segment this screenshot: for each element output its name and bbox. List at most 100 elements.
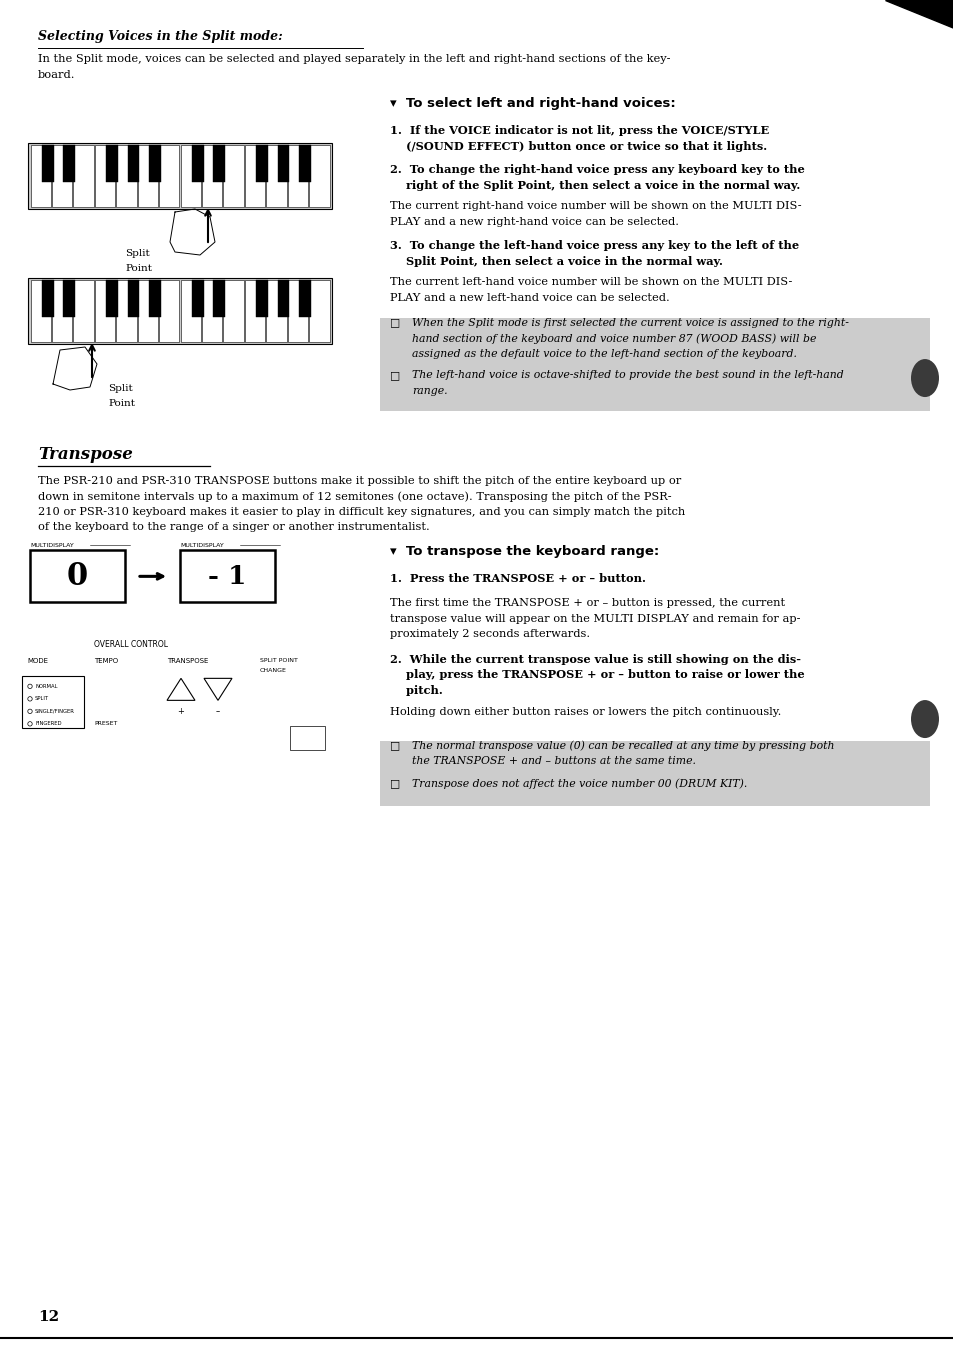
Text: The current left-hand voice number will be shown on the MULTI DIS-: The current left-hand voice number will …: [390, 277, 792, 288]
Text: TRANSPOSE: TRANSPOSE: [167, 658, 208, 665]
Text: □: □: [390, 317, 400, 327]
Bar: [116, 280, 136, 342]
Text: board.: board.: [38, 69, 75, 80]
Text: 12: 12: [38, 1310, 59, 1324]
Text: In the Split mode, voices can be selected and played separately in the left and : In the Split mode, voices can be selecte…: [38, 54, 670, 63]
Bar: [28, 278, 332, 345]
Bar: [213, 280, 225, 317]
Text: PLAY and a new right-hand voice can be selected.: PLAY and a new right-hand voice can be s…: [390, 218, 679, 227]
Text: PRESET: PRESET: [94, 721, 117, 727]
Text: Split: Split: [108, 384, 132, 393]
Bar: [277, 145, 289, 182]
Text: transpose value will appear on the MULTI DISPLAY and remain for ap-: transpose value will appear on the MULTI…: [390, 613, 800, 624]
Bar: [116, 145, 136, 207]
Bar: [73, 145, 93, 207]
Bar: [149, 280, 161, 317]
Bar: [266, 145, 286, 207]
FancyBboxPatch shape: [290, 727, 325, 750]
Text: 3.  To change the left-hand voice press any key to the left of the: 3. To change the left-hand voice press a…: [390, 240, 799, 251]
Text: NORMAL: NORMAL: [35, 684, 57, 689]
Text: Selecting Voices in the Split mode:: Selecting Voices in the Split mode:: [38, 30, 282, 43]
Text: Point: Point: [108, 399, 135, 408]
Text: TEMPO: TEMPO: [94, 658, 118, 665]
Text: ▾  To select left and right-hand voices:: ▾ To select left and right-hand voices:: [390, 97, 675, 111]
Bar: [149, 145, 161, 182]
Text: CHANGE: CHANGE: [260, 669, 287, 673]
Text: The PSR-210 and PSR-310 TRANSPOSE buttons make it possible to shift the pitch of: The PSR-210 and PSR-310 TRANSPOSE button…: [38, 476, 680, 485]
FancyBboxPatch shape: [379, 740, 929, 805]
Text: ▾  To transpose the keyboard range:: ▾ To transpose the keyboard range:: [390, 546, 659, 558]
Bar: [51, 145, 72, 207]
Text: +: +: [177, 708, 184, 716]
Text: SINGLE/FINGER: SINGLE/FINGER: [35, 709, 74, 713]
Text: The left-hand voice is octave-shifted to provide the best sound in the left-hand: The left-hand voice is octave-shifted to…: [412, 370, 842, 380]
Bar: [180, 145, 201, 207]
Text: (/SOUND EFFECT) button once or twice so that it lights.: (/SOUND EFFECT) button once or twice so …: [390, 141, 766, 151]
Bar: [256, 280, 268, 317]
Text: The first time the TRANSPOSE + or – button is pressed, the current: The first time the TRANSPOSE + or – butt…: [390, 598, 784, 608]
FancyBboxPatch shape: [180, 550, 274, 603]
Text: - 1: - 1: [208, 563, 247, 589]
Bar: [309, 145, 329, 207]
Text: proximately 2 seconds afterwards.: proximately 2 seconds afterwards.: [390, 630, 590, 639]
Bar: [192, 145, 203, 182]
Text: □: □: [390, 778, 400, 788]
Circle shape: [28, 721, 32, 725]
Bar: [298, 280, 311, 317]
Bar: [245, 145, 265, 207]
Text: 2.  While the current transpose value is still showing on the dis-: 2. While the current transpose value is …: [390, 654, 801, 665]
Polygon shape: [884, 0, 953, 28]
FancyBboxPatch shape: [30, 550, 125, 603]
Text: Transpose: Transpose: [38, 446, 132, 462]
Text: Transpose does not affect the voice number 00 (DRUM KIT).: Transpose does not affect the voice numb…: [412, 778, 746, 789]
Text: SPLIT: SPLIT: [35, 696, 49, 701]
Bar: [137, 145, 158, 207]
Bar: [192, 280, 203, 317]
Text: 0: 0: [67, 561, 88, 592]
Bar: [213, 145, 225, 182]
Bar: [94, 280, 115, 342]
Bar: [128, 145, 139, 182]
Text: MULTIDISPLAY: MULTIDISPLAY: [30, 543, 73, 549]
Bar: [73, 280, 93, 342]
Text: PLAY and a new left-hand voice can be selected.: PLAY and a new left-hand voice can be se…: [390, 293, 669, 303]
Text: 1.  Press the TRANSPOSE + or – button.: 1. Press the TRANSPOSE + or – button.: [390, 573, 645, 585]
Bar: [94, 145, 115, 207]
Text: pitch.: pitch.: [390, 685, 442, 696]
Text: Point: Point: [125, 263, 152, 273]
Bar: [63, 145, 75, 182]
Bar: [106, 145, 118, 182]
Ellipse shape: [910, 700, 938, 738]
Text: MULTIDISPLAY: MULTIDISPLAY: [180, 543, 224, 549]
Bar: [106, 280, 118, 317]
Polygon shape: [167, 678, 194, 700]
Circle shape: [28, 684, 32, 689]
Bar: [159, 145, 179, 207]
Bar: [223, 280, 244, 342]
Text: □: □: [390, 370, 400, 380]
Text: play, press the TRANSPOSE + or – button to raise or lower the: play, press the TRANSPOSE + or – button …: [390, 670, 803, 681]
Text: 210 or PSR-310 keyboard makes it easier to play in difficult key signatures, and: 210 or PSR-310 keyboard makes it easier …: [38, 507, 684, 516]
Polygon shape: [204, 678, 232, 700]
Text: –: –: [215, 708, 220, 716]
Bar: [51, 280, 72, 342]
Text: hand section of the keyboard and voice number 87 (WOOD BASS) will be: hand section of the keyboard and voice n…: [412, 334, 816, 343]
Bar: [159, 280, 179, 342]
Text: down in semitone intervals up to a maximum of 12 semitones (one octave). Transpo: down in semitone intervals up to a maxim…: [38, 492, 671, 501]
Text: The normal transpose value (0) can be recalled at any time by pressing both: The normal transpose value (0) can be re…: [412, 740, 834, 751]
Text: of the keyboard to the range of a singer or another instrumentalist.: of the keyboard to the range of a singer…: [38, 521, 429, 532]
Bar: [223, 145, 244, 207]
Bar: [256, 145, 268, 182]
Text: FINGERED: FINGERED: [35, 721, 61, 727]
Bar: [202, 145, 222, 207]
Bar: [28, 143, 332, 209]
Circle shape: [28, 697, 32, 701]
FancyBboxPatch shape: [22, 677, 84, 728]
Bar: [30, 280, 51, 342]
Bar: [309, 280, 329, 342]
Text: When the Split mode is first selected the current voice is assigned to the right: When the Split mode is first selected th…: [412, 317, 848, 327]
Bar: [288, 280, 308, 342]
Text: 2.  To change the right-hand voice press any keyboard key to the: 2. To change the right-hand voice press …: [390, 165, 804, 176]
Bar: [245, 280, 265, 342]
Bar: [298, 145, 311, 182]
